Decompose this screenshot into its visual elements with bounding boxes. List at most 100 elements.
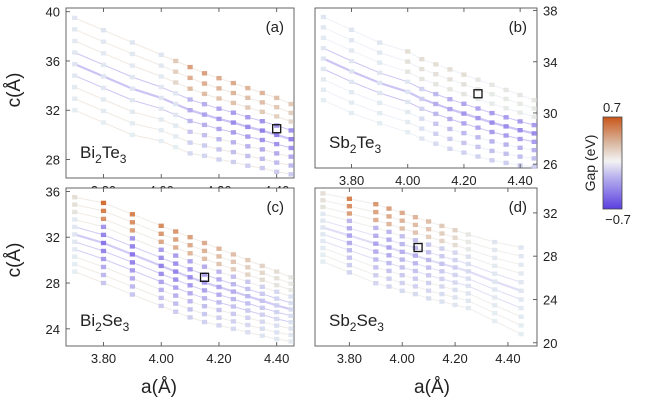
panel-b-cell	[517, 101, 523, 106]
panel-b-cell	[489, 101, 495, 106]
panel-b-cell	[433, 82, 439, 87]
panel-a-cell	[274, 160, 280, 165]
panel-b-cell	[461, 101, 467, 106]
panel-c-cell	[187, 315, 193, 320]
panel-c-cell	[173, 269, 179, 274]
panel-a-cell	[274, 141, 280, 147]
panel-b-cell	[531, 139, 537, 144]
panel-b-cell	[503, 160, 509, 166]
panel-c-cell	[129, 220, 135, 225]
panel-c-cell	[259, 312, 265, 317]
panel-b-cell	[348, 79, 355, 84]
panel-a-cell	[158, 138, 164, 144]
panel-b-cell	[475, 125, 481, 130]
panel-b-cell	[433, 111, 439, 117]
panel-b-cell	[475, 144, 481, 150]
panel-c-cell	[72, 232, 78, 237]
panel-c-cell	[216, 307, 222, 313]
panel-d-cell	[320, 245, 326, 251]
panel-c-cell	[230, 289, 236, 294]
panel-c-cell	[72, 209, 78, 215]
panel-b-cell	[377, 60, 383, 65]
panel-c-cell	[72, 217, 78, 222]
panel-d-cell	[426, 288, 432, 293]
panel-a-cell	[129, 121, 135, 126]
panel-c-cell	[201, 319, 208, 325]
panel-c-cell	[187, 307, 193, 312]
panel-c-cell	[100, 264, 107, 270]
panel-c-cell	[100, 208, 107, 214]
panel-d-cell	[439, 254, 445, 259]
panel-d-cell	[452, 302, 458, 308]
panel-d-cell	[412, 268, 418, 274]
panel-a-cell	[245, 95, 251, 100]
panel-a-cell	[259, 165, 265, 171]
panel-b-cell	[320, 14, 326, 20]
panel-d-cell	[320, 225, 326, 230]
panel-d-cell	[452, 228, 458, 233]
panel-d-cell	[386, 276, 392, 281]
panel-a-cell	[100, 51, 107, 56]
panel-a-cell	[173, 134, 179, 139]
panel-c-ytick-label: 36	[46, 184, 60, 199]
panel-d-cell	[492, 239, 498, 245]
panel-b-cell	[447, 87, 453, 92]
panel-b-cell	[447, 97, 453, 102]
panel-a-cell	[245, 163, 251, 168]
panel-a-cell	[72, 15, 78, 21]
panel-c-cell	[230, 252, 236, 257]
panel-b-xtick-label: 4.40	[507, 173, 532, 188]
panel-d-cell	[412, 215, 418, 220]
panel-c-cell	[173, 301, 179, 306]
panel-a-cell	[129, 98, 135, 103]
panel-a-cell	[288, 128, 294, 133]
panel-a-cell	[72, 38, 78, 44]
panel-b-cell	[475, 135, 481, 140]
panel-a-cell	[158, 63, 164, 68]
x-axis-title-left: a(Å)	[141, 377, 177, 398]
panel-c-cell	[230, 282, 236, 287]
panel-b-cell	[489, 148, 495, 154]
panel-c-cell	[259, 263, 265, 269]
panel-d-ytick-label: 28	[543, 249, 557, 264]
panel-c-cell	[245, 286, 251, 292]
panel-b-cell	[517, 119, 523, 124]
panel-d-cell	[373, 233, 379, 238]
panel-c-cell	[230, 311, 236, 317]
panel-a-cell	[288, 172, 294, 177]
panel-b-cell	[475, 154, 481, 159]
panel-d-cell	[426, 257, 432, 263]
panel-d-cell	[373, 202, 379, 207]
panel-a-cell	[100, 28, 107, 33]
panel-b-cell	[531, 164, 537, 169]
panel-a-cell	[201, 81, 208, 86]
panel-d-cell	[412, 284, 418, 289]
panel-a-cell	[274, 151, 280, 156]
panel-b-cell	[489, 92, 495, 97]
panel-c-cell	[187, 291, 193, 296]
panel-d-ytick-label: 24	[543, 292, 557, 307]
panel-c-cell	[245, 322, 251, 328]
panel-d-cell	[320, 238, 326, 244]
panel-c-xtick-label: 4.00	[149, 351, 174, 366]
panel-b-cell	[377, 50, 383, 55]
panel-c-cell	[201, 256, 208, 261]
panel-b-cell	[377, 90, 383, 96]
panel-b-cell	[419, 57, 425, 62]
panel-c-cell	[72, 254, 78, 259]
panel-a-cell	[230, 110, 236, 115]
panel-d-row-line	[322, 226, 522, 292]
panel-c-cell	[100, 232, 107, 238]
panel-b-cell	[348, 38, 355, 43]
panel-b-cell	[531, 98, 537, 103]
panel-a-cell	[173, 91, 179, 96]
panel-a-ytick-label: 40	[46, 5, 60, 20]
panel-d-cell	[373, 273, 379, 278]
panel-c-cell	[173, 309, 179, 314]
panel-a-cell	[201, 102, 208, 107]
panel-c-cell	[173, 237, 179, 242]
panel-d-row-line	[322, 192, 522, 248]
panel-a-cell	[173, 101, 179, 107]
panel-c-cell	[259, 291, 265, 296]
colorbar-tick-max: 0.7	[603, 100, 621, 115]
